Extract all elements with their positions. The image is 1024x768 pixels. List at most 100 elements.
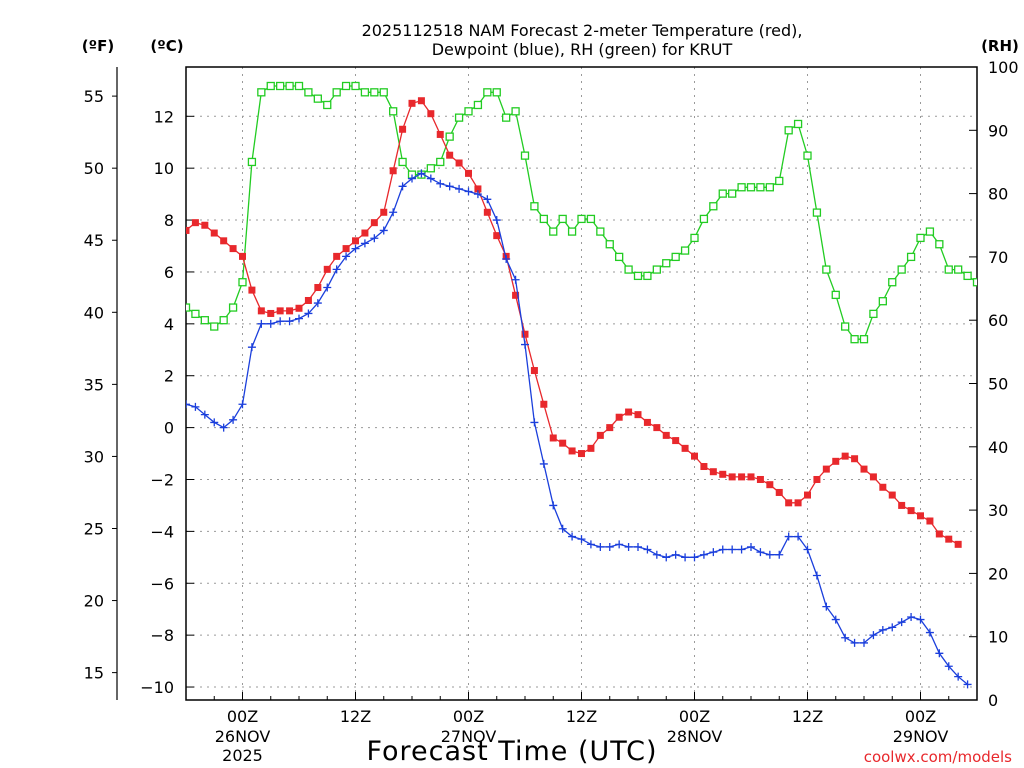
- date-label: 26NOV: [215, 727, 271, 746]
- rh-point: [746, 183, 756, 192]
- rh-point: [831, 290, 840, 300]
- temperature-point: [370, 219, 378, 227]
- temperature-point: [615, 413, 623, 421]
- rh-point: [294, 81, 304, 91]
- temperature-point: [257, 307, 265, 315]
- dewpoint-point: [266, 319, 275, 328]
- temperature-point: [738, 473, 746, 481]
- dewpoint-point: [370, 234, 379, 243]
- rh-point: [756, 183, 765, 192]
- dewpoint-point: [549, 501, 558, 510]
- rh-point: [191, 309, 200, 319]
- rh-point: [276, 81, 285, 91]
- dewpoint-point: [935, 649, 944, 658]
- temperature-point: [785, 499, 793, 507]
- rh-point: [699, 214, 709, 224]
- rh-point: [219, 316, 228, 325]
- dewpoint-point: [323, 283, 332, 292]
- temperature-point: [361, 229, 369, 237]
- dewpoint-point: [860, 638, 868, 647]
- dewpoint-point: [492, 216, 501, 225]
- rh-point: [304, 88, 313, 97]
- dewpoint-point: [445, 182, 454, 191]
- date-label: 27NOV: [441, 727, 497, 746]
- rh-point: [323, 100, 332, 110]
- temperature-point: [427, 110, 435, 118]
- temperature-point: [775, 488, 783, 496]
- dewpoint-point: [794, 532, 803, 541]
- rh-point: [775, 176, 784, 186]
- temperature-point: [248, 286, 256, 294]
- rh-point: [954, 265, 963, 274]
- fahrenheit-axis: 15 20 25 30 35 40 45 50 55: [84, 87, 117, 683]
- chart-title-line2: Dewpoint (blue), RH (green) for KRUT: [432, 40, 733, 59]
- time-tick-label: 00Z: [227, 707, 258, 726]
- rh-point: [473, 100, 483, 110]
- dewpoint-point: [850, 638, 859, 647]
- rh-point: [577, 214, 586, 224]
- temperature-point: [304, 296, 312, 304]
- rh-point: [906, 252, 916, 262]
- temperature-point: [417, 97, 425, 105]
- dewpoint-point: [634, 542, 642, 551]
- rh-point: [389, 107, 398, 116]
- c-tick-label: −6: [150, 574, 174, 593]
- dewpoint-point: [775, 550, 784, 559]
- rh-point: [643, 271, 652, 281]
- f-tick-label: 35: [84, 375, 104, 394]
- rh-point: [671, 252, 680, 262]
- temperature-point: [220, 237, 228, 245]
- rh-point: [652, 265, 661, 274]
- temperature-point: [436, 130, 444, 138]
- temperature-point: [267, 309, 275, 317]
- rh-point: [718, 189, 727, 198]
- temperature-point: [926, 517, 934, 525]
- dewpoint-point: [907, 612, 916, 621]
- celsius-axis: −10 −8 −6 −4 −2 0 2 4 6 8 10 12: [140, 107, 194, 697]
- rh-point: [972, 278, 977, 287]
- rh-tick-label: 30: [988, 501, 1008, 520]
- temperature-point: [483, 208, 491, 216]
- temperature-point: [239, 252, 246, 260]
- rh-tick-label: 80: [988, 185, 1008, 204]
- dewpoint-point: [747, 542, 755, 551]
- temperature-point: [191, 219, 199, 227]
- chart-title-line1: 2025112518 NAM Forecast 2-meter Temperat…: [362, 21, 803, 40]
- rh-point: [963, 271, 972, 281]
- c-tick-label: 10: [154, 159, 174, 178]
- dewpoint-point: [596, 542, 605, 551]
- dewpoint-point: [568, 532, 577, 541]
- rh-tick-label: 0: [988, 691, 998, 710]
- rh-point: [210, 322, 219, 331]
- dewpoint-point: [784, 532, 793, 541]
- dewpoint-point: [398, 182, 407, 191]
- temperature-point: [210, 229, 218, 237]
- dewpoint-point: [709, 548, 718, 557]
- dewpoint-point: [521, 340, 529, 349]
- temperature-point: [851, 455, 859, 463]
- dewpoint-point: [408, 174, 416, 183]
- rh-point: [728, 189, 737, 198]
- f-tick-label: 30: [84, 447, 104, 466]
- temperature-point: [804, 491, 811, 499]
- c-tick-label: −2: [150, 470, 174, 489]
- rh-point: [341, 81, 351, 91]
- temperature-point: [540, 400, 548, 408]
- rh-point: [502, 113, 511, 122]
- temperature-point: [634, 411, 642, 419]
- temperature-point: [587, 444, 595, 452]
- dewpoint-point: [944, 662, 953, 671]
- rh-point: [633, 271, 643, 281]
- c-tick-label: 0: [164, 419, 174, 438]
- temperature-point: [333, 252, 341, 260]
- rh-point: [944, 265, 953, 274]
- watermark: coolwx.com/models: [864, 748, 1012, 766]
- temperature-point: [474, 185, 482, 193]
- dewpoint-point: [699, 550, 708, 559]
- f-tick-label: 15: [84, 664, 104, 683]
- temperature-point: [747, 473, 755, 481]
- rh-point: [690, 233, 699, 243]
- rh-point: [897, 265, 906, 274]
